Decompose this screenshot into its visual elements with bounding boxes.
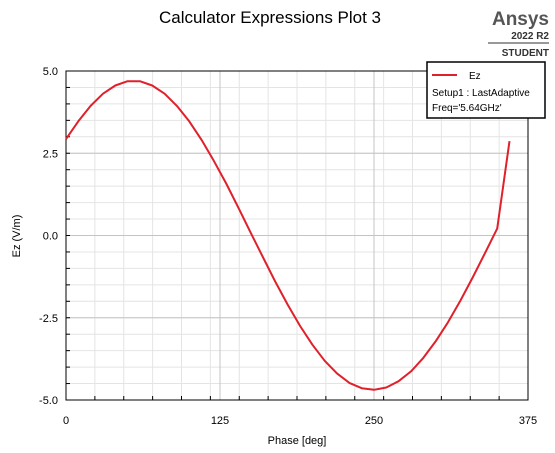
brand-version: 2022 R2 [511, 31, 549, 42]
series-lines [65, 80, 511, 391]
series-line-ez [65, 80, 511, 391]
tick-labels: 0 125 250 375 5.0 2.5 0.0 -2.5 -5.0 [39, 66, 537, 427]
y-tick-label: -2.5 [39, 313, 58, 325]
x-tick-label: 125 [211, 415, 229, 427]
legend-entry-ez: Ez [469, 71, 481, 82]
legend-box [426, 61, 546, 119]
y-tick-label: 2.5 [43, 148, 58, 160]
x-tick-label: 375 [519, 415, 537, 427]
axis-ticks [66, 86, 500, 400]
brand-logo: Ansys 2022 R2 STUDENT [488, 9, 549, 59]
grid [65, 70, 529, 401]
brand-edition: STUDENT [502, 48, 549, 59]
y-tick-label: 0.0 [43, 231, 58, 243]
chart-title: Calculator Expressions Plot 3 [159, 8, 381, 27]
y-axis-label: Ez (V/m) [11, 215, 23, 258]
legend-freq-line: Freq='5.64GHz' [432, 103, 502, 114]
x-tick-label: 0 [63, 415, 69, 427]
x-axis-label: Phase [deg] [268, 435, 327, 447]
x-tick-label: 250 [365, 415, 383, 427]
brand-name: Ansys [492, 9, 549, 30]
y-tick-label: 5.0 [43, 66, 58, 78]
legend[interactable]: Ez Setup1 : LastAdaptive Freq='5.64GHz' [426, 61, 546, 119]
y-tick-label: -5.0 [39, 395, 58, 407]
legend-setup-line: Setup1 : LastAdaptive [432, 88, 530, 99]
